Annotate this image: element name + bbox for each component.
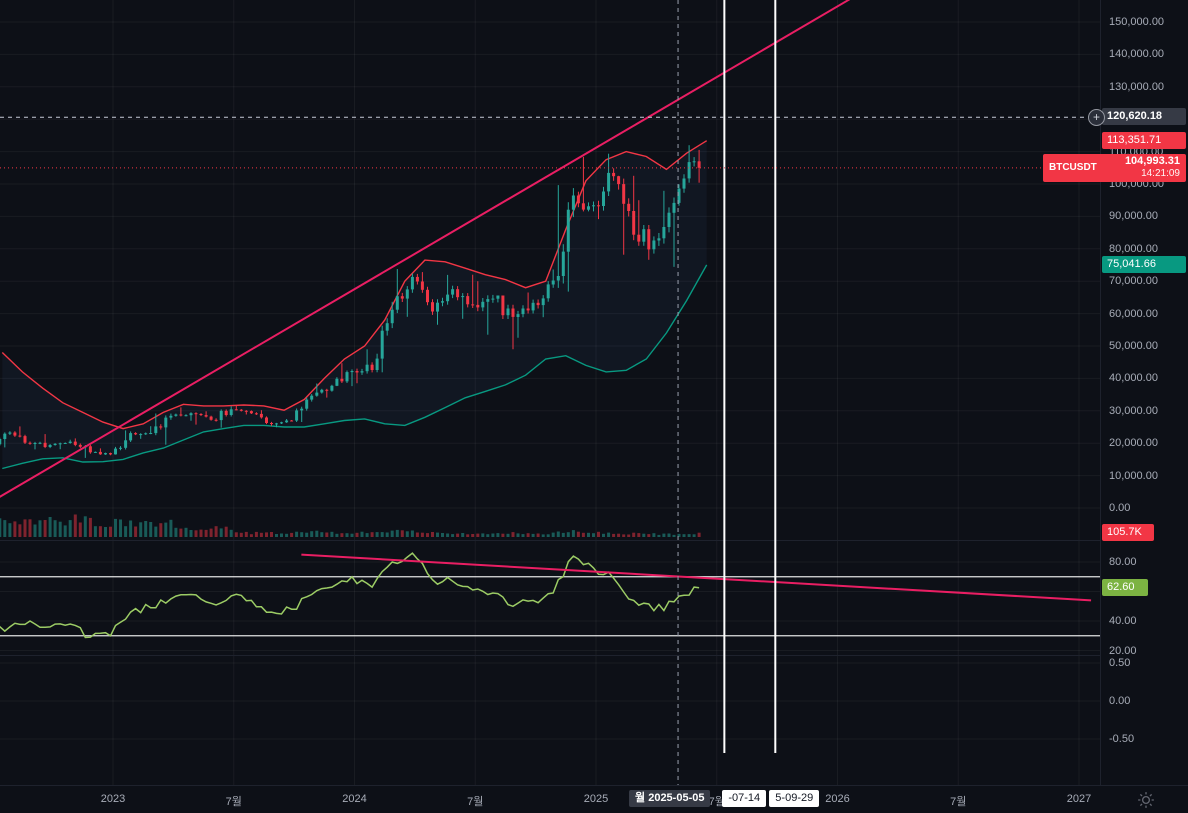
price-tick: 40,000.00 bbox=[1109, 372, 1158, 385]
volume-value-label: 105.7K bbox=[1102, 523, 1154, 541]
chart-area[interactable] bbox=[0, 0, 1100, 785]
price-axis[interactable]: 150,000.00140,000.00130,000.00120,000.00… bbox=[1043, 0, 1188, 785]
time-tick[interactable]: 2026 bbox=[825, 793, 850, 805]
price-tick: 10,000.00 bbox=[1109, 469, 1158, 482]
time-tick[interactable]: 2023 bbox=[100, 793, 126, 805]
last-price-column: 104,993.31 14:21:09 bbox=[1103, 155, 1180, 180]
time-tick[interactable]: 2025 bbox=[583, 793, 609, 805]
price-tick: 150,000.00 bbox=[1109, 16, 1165, 28]
vertical-line-date-1: -07-14 bbox=[728, 792, 761, 804]
indicator-tick: -0.50 bbox=[1109, 733, 1135, 745]
last-price-value: 104,993.31 bbox=[1124, 155, 1180, 168]
volume-value: 105.7K bbox=[1107, 525, 1142, 538]
time-tick[interactable]: 7월 bbox=[225, 796, 242, 808]
bb-upper-price-label: 113,351.71 bbox=[1102, 131, 1186, 149]
symbol-name: BTCUSDT bbox=[1049, 162, 1097, 174]
price-tick: 50,000.00 bbox=[1109, 340, 1158, 352]
bb-lower-price-label: 75,041.66 bbox=[1102, 255, 1186, 273]
rsi-tick: 40.00 bbox=[1109, 615, 1137, 627]
rsi-value-label: 62.60 bbox=[1102, 578, 1148, 596]
chart-canvas[interactable] bbox=[0, 0, 1100, 785]
crosshair-price-value: 120,620.18 bbox=[1107, 110, 1163, 123]
vertical-line-date-label-1: -07-14 bbox=[722, 790, 767, 807]
indicator-tick: 0.00 bbox=[1109, 695, 1131, 707]
time-tick[interactable]: 7월 bbox=[467, 796, 484, 808]
price-tick: 70,000.00 bbox=[1109, 275, 1158, 288]
vertical-line-date-2: 5-09-29 bbox=[775, 792, 814, 804]
time-tick[interactable]: 7월 bbox=[708, 796, 725, 808]
crosshair-date-value: 월 2025-05-05 bbox=[635, 792, 705, 804]
rsi-tick: 20.00 bbox=[1109, 644, 1137, 657]
timescale-settings-icon[interactable] bbox=[1137, 791, 1155, 809]
time-axis[interactable]: 2023 7월 2024 7월 2025 7월 2026 7월 2027 월 2025-05-0… bbox=[0, 785, 1188, 813]
bar-countdown: 14:21:09 bbox=[1141, 168, 1180, 180]
price-tick: 0.00 bbox=[1109, 502, 1131, 514]
vertical-line-date-label-2: 5-09-29 bbox=[769, 790, 820, 807]
rsi-value: 62.60 bbox=[1107, 580, 1135, 593]
rsi-tick: 80.00 bbox=[1109, 556, 1137, 568]
price-tick: 30,000.00 bbox=[1109, 404, 1158, 417]
crosshair-date-label: 월 2025-05-05 bbox=[629, 790, 711, 807]
price-tick: 90,000.00 bbox=[1109, 210, 1158, 223]
time-tick[interactable]: 2027 bbox=[1066, 793, 1092, 805]
add-alert-plus-button[interactable]: + bbox=[1088, 109, 1105, 127]
price-tick: 80,000.00 bbox=[1109, 242, 1158, 255]
time-tick[interactable]: 7월 bbox=[950, 796, 967, 808]
last-price-label[interactable]: BTCUSDT 104,993.31 14:21:09 bbox=[1043, 153, 1186, 182]
price-tick: 130,000.00 bbox=[1109, 80, 1165, 93]
price-tick: 60,000.00 bbox=[1109, 307, 1158, 320]
crosshair-price-label: 120,620.18 bbox=[1102, 108, 1186, 126]
price-tick: 140,000.00 bbox=[1109, 48, 1165, 61]
bb-upper-value: 113,351.71 bbox=[1107, 133, 1162, 146]
indicator-tick: 0.50 bbox=[1109, 657, 1131, 669]
time-tick[interactable]: 2024 bbox=[342, 793, 367, 805]
price-tick: 20,000.00 bbox=[1109, 437, 1158, 450]
bb-lower-value: 75,041.66 bbox=[1107, 257, 1156, 270]
